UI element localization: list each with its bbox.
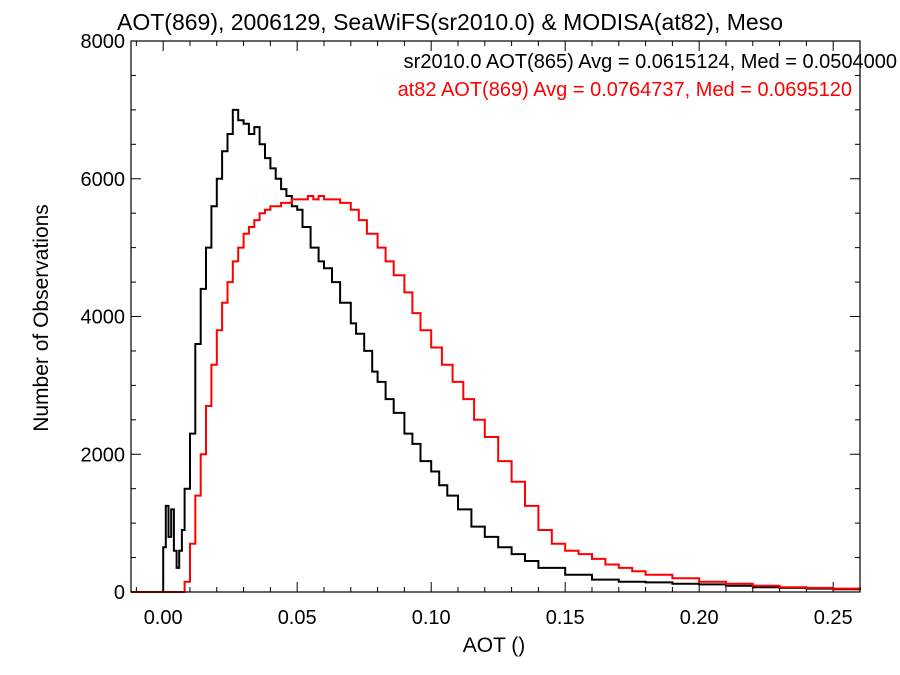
x-tick-label: 0.25: [814, 607, 853, 629]
x-tick-label: 0.10: [412, 607, 451, 629]
y-tick-label: 2000: [81, 444, 126, 466]
annotation-red-stats: at82 AOT(869) Avg = 0.0764737, Med = 0.0…: [398, 79, 852, 101]
chart-title: AOT(869), 2006129, SeaWiFS(sr2010.0) & M…: [117, 9, 783, 35]
x-tick-label: 0.15: [546, 607, 585, 629]
series-red-line: [131, 195, 861, 593]
x-tick-label: 0.00: [144, 607, 183, 629]
x-tick-label: 0.20: [680, 607, 719, 629]
plot-frame: [130, 40, 861, 593]
series-black-line: [131, 108, 861, 593]
y-tick-label: 8000: [81, 31, 126, 53]
y-axis-label: Number of Observations: [30, 204, 53, 432]
x-tick-label: 0.05: [278, 607, 317, 629]
x-axis-label: AOT (): [463, 634, 526, 657]
y-tick-label: 4000: [81, 307, 126, 329]
y-tick-label: 6000: [81, 169, 126, 191]
annotation-black-stats: sr2010.0 AOT(865) Avg = 0.0615124, Med =…: [404, 51, 897, 73]
y-tick-label: 0: [114, 582, 125, 604]
